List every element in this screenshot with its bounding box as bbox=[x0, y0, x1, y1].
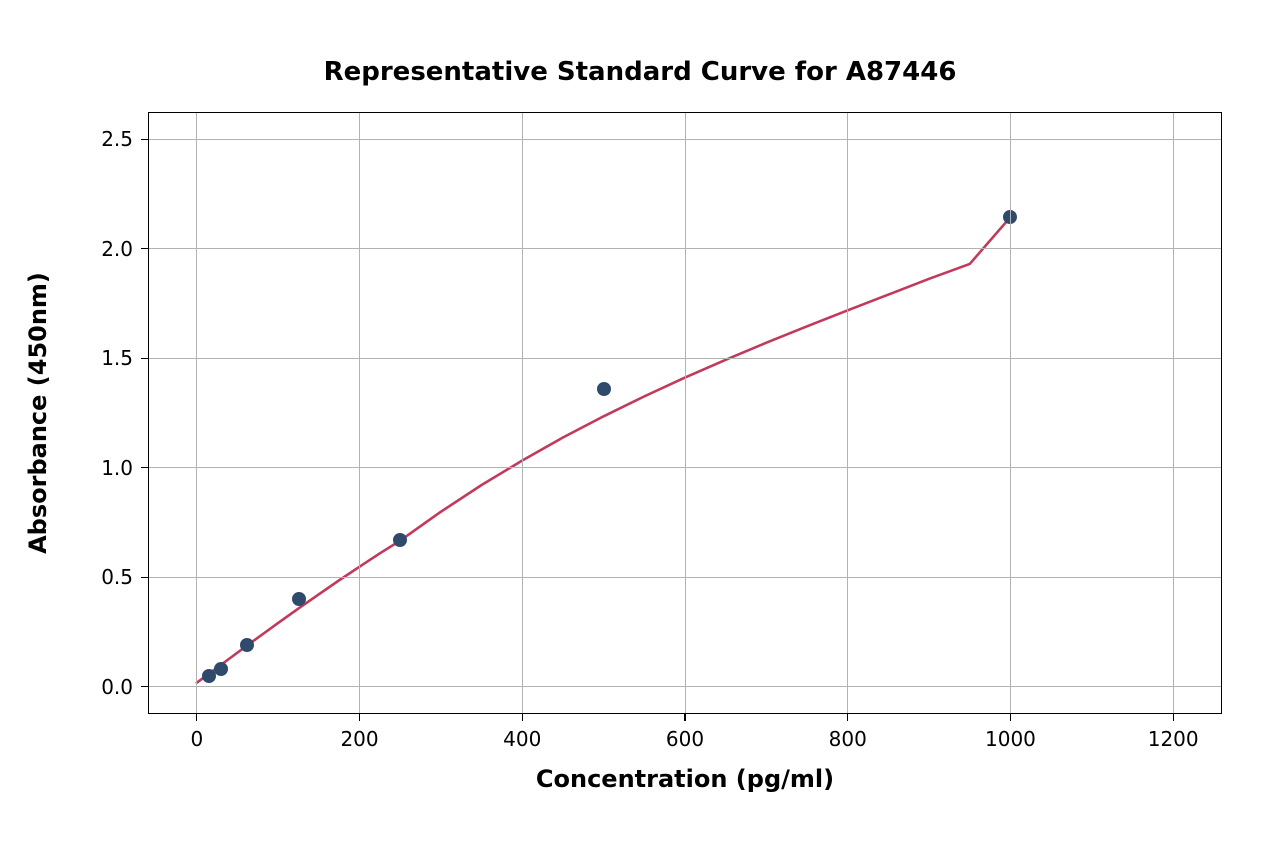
y-tick-label: 0.0 bbox=[101, 675, 133, 699]
y-tick-label: 2.5 bbox=[101, 127, 133, 151]
y-tick-label: 1.5 bbox=[101, 346, 133, 370]
x-tick-label: 1000 bbox=[985, 727, 1036, 751]
y-tick bbox=[141, 686, 148, 687]
grid-line-vertical bbox=[522, 112, 523, 714]
x-tick bbox=[1173, 714, 1174, 721]
grid-line-vertical bbox=[1173, 112, 1174, 714]
x-tick bbox=[522, 714, 523, 721]
grid-line-horizontal bbox=[148, 467, 1222, 468]
grid-line-horizontal bbox=[148, 577, 1222, 578]
chart-figure: Representative Standard Curve for A87446… bbox=[0, 0, 1280, 845]
y-tick bbox=[141, 139, 148, 140]
plot-area bbox=[148, 112, 1222, 714]
x-tick bbox=[196, 714, 197, 721]
x-axis-label: Concentration (pg/ml) bbox=[536, 765, 834, 793]
x-tick-label: 1200 bbox=[1148, 727, 1199, 751]
grid-line-vertical bbox=[847, 112, 848, 714]
grid-line-vertical bbox=[359, 112, 360, 714]
grid-line-vertical bbox=[685, 112, 686, 714]
y-tick-label: 0.5 bbox=[101, 565, 133, 589]
y-tick bbox=[141, 467, 148, 468]
y-tick-label: 1.0 bbox=[101, 456, 133, 480]
grid-line-vertical bbox=[1010, 112, 1011, 714]
grid-line-horizontal bbox=[148, 358, 1222, 359]
data-point-marker bbox=[292, 592, 306, 606]
y-axis-label: Absorbance (450nm) bbox=[24, 213, 52, 613]
chart-title: Representative Standard Curve for A87446 bbox=[0, 57, 1280, 87]
y-tick bbox=[141, 248, 148, 249]
grid-line-horizontal bbox=[148, 248, 1222, 249]
y-tick-label: 2.0 bbox=[101, 237, 133, 261]
spine-right bbox=[1221, 112, 1222, 714]
x-tick-label: 0 bbox=[190, 727, 203, 751]
spine-left bbox=[148, 112, 149, 714]
grid-line-horizontal bbox=[148, 686, 1222, 687]
data-point-marker bbox=[214, 662, 228, 676]
x-tick-label: 600 bbox=[666, 727, 704, 751]
x-tick bbox=[847, 714, 848, 721]
fit-curve-path bbox=[197, 217, 1011, 683]
x-tick bbox=[1010, 714, 1011, 721]
x-tick-label: 200 bbox=[340, 727, 378, 751]
y-tick bbox=[141, 358, 148, 359]
x-tick bbox=[359, 714, 360, 721]
x-tick-label: 400 bbox=[503, 727, 541, 751]
spine-top bbox=[148, 112, 1222, 113]
data-point-marker bbox=[393, 533, 407, 547]
y-tick bbox=[141, 577, 148, 578]
data-point-marker bbox=[240, 638, 254, 652]
grid-line-horizontal bbox=[148, 139, 1222, 140]
x-tick-label: 800 bbox=[829, 727, 867, 751]
grid-line-vertical bbox=[196, 112, 197, 714]
x-tick bbox=[684, 714, 685, 721]
data-point-marker bbox=[597, 382, 611, 396]
